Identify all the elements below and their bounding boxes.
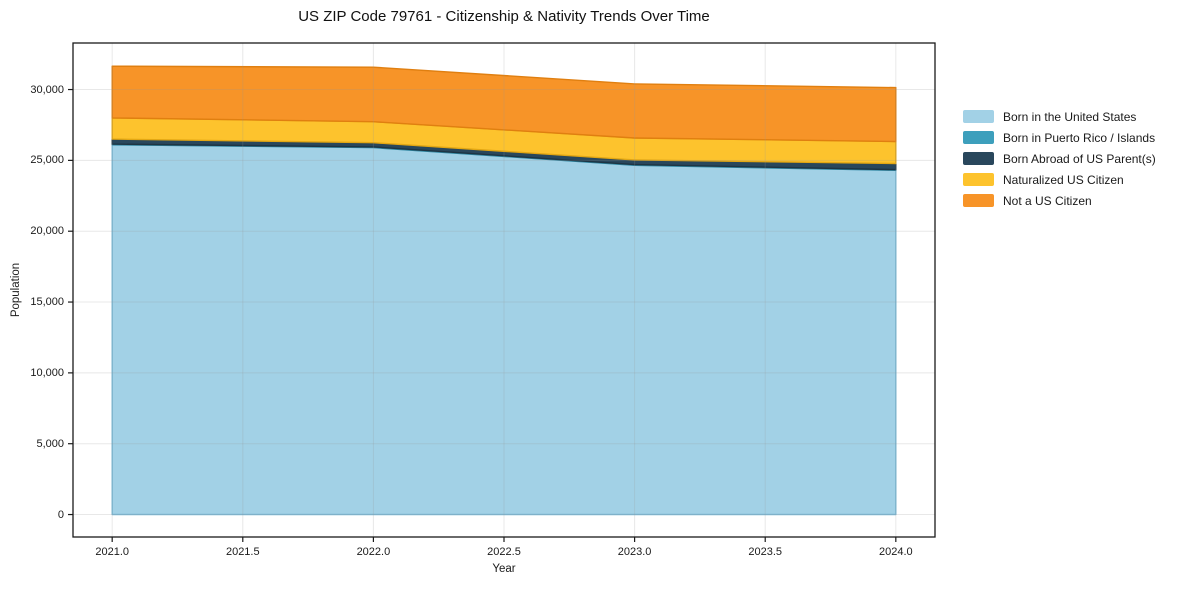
chart-title: US ZIP Code 79761 - Citizenship & Nativi… [298,8,710,25]
legend-swatch [963,173,994,186]
legend-swatch [963,194,994,207]
area-band-4 [111,65,897,143]
x-axis-label: Year [492,563,516,575]
y-tick-label: 0 [57,508,64,521]
legend-label: Born in the United States [1003,109,1137,124]
legend-item: Born Abroad of US Parent(s) [963,148,1156,169]
y-tick-label: 25,000 [30,154,64,167]
legend-item: Naturalized US Citizen [963,169,1156,190]
x-tick-label: 2021.5 [225,546,260,558]
x-tick-label: 2021.0 [95,546,129,558]
legend-item: Born in Puerto Rico / Islands [963,127,1156,148]
x-tick-label: 2024.0 [878,546,913,558]
y-axis-label: Population [10,262,22,318]
legend-item: Not a US Citizen [963,190,1156,211]
x-tick-label: 2022.5 [487,546,521,558]
legend-label: Born in Puerto Rico / Islands [1003,130,1156,145]
legend: Born in the United States Born in Puerto … [963,106,1156,211]
legend-label: Born Abroad of US Parent(s) [1003,151,1156,166]
y-tick-label: 20,000 [30,225,64,238]
legend-swatch [963,131,994,144]
legend-item: Born in the United States [963,106,1156,127]
x-tick-label: 2023.5 [748,546,783,558]
y-tick-label: 5,000 [36,437,64,450]
legend-label: Not a US Citizen [1003,193,1092,208]
y-tick-label: 10,000 [30,366,64,379]
y-tick-label: 30,000 [30,83,64,96]
legend-label: Naturalized US Citizen [1003,172,1124,187]
y-tick-label: 15,000 [30,296,64,309]
legend-swatch [963,152,994,165]
x-tick-label: 2022.0 [356,546,391,558]
x-tick-label: 2023.0 [617,546,652,558]
legend-swatch [963,110,994,123]
